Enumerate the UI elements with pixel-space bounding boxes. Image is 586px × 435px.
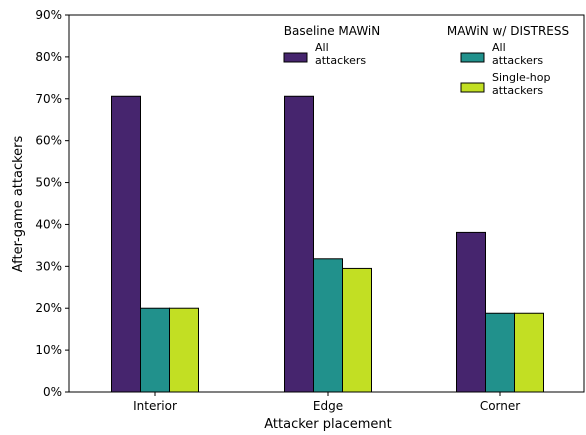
legend-swatch: [460, 52, 485, 63]
legend-label-line1: Single-hop: [492, 71, 550, 84]
legend-label-line2: attackers: [492, 54, 543, 67]
y-tick-label: 90%: [35, 8, 62, 22]
y-tick-label: 80%: [35, 50, 62, 64]
x-axis-label: Attacker placement: [264, 417, 392, 431]
legend-swatch: [283, 52, 308, 63]
x-tick-label: Edge: [313, 399, 343, 413]
bar-corner-series-0: [456, 231, 486, 393]
x-tick-label: Interior: [133, 399, 177, 413]
x-tick-label: Corner: [480, 399, 520, 413]
y-tick-label: 10%: [35, 343, 62, 357]
y-tick-label: 40%: [35, 217, 62, 231]
bar-corner-series-2: [514, 312, 544, 393]
bars-layer: [111, 95, 544, 393]
legend-swatch: [460, 82, 485, 93]
bar-corner-series-1: [485, 312, 515, 393]
legend-title: Baseline MAWiN: [284, 24, 381, 38]
y-tick-label: 20%: [35, 301, 62, 315]
bar-interior-series-2: [169, 307, 199, 393]
y-tick-label: 50%: [35, 176, 62, 190]
bar-interior-series-1: [140, 307, 170, 393]
y-tick-label: 70%: [35, 92, 62, 106]
y-tick-label: 30%: [35, 259, 62, 273]
legend-label-line1: All: [315, 41, 329, 54]
bar-edge-series-0: [284, 95, 314, 393]
y-tick-label: 0%: [43, 385, 62, 399]
legend-label-line2: attackers: [315, 54, 366, 67]
legend-label-line2: attackers: [492, 84, 543, 97]
axes-layer: 0% 10% 20% 30% 40% 50% 60% 70% 80% 90% Interior Edg…: [35, 8, 585, 413]
y-tick-label: 60%: [35, 134, 62, 148]
y-axis-label: After-game attackers: [11, 136, 26, 273]
bar-edge-series-1: [313, 258, 343, 393]
legend-label-line1: All: [492, 41, 506, 54]
bar-interior-series-0: [111, 95, 141, 393]
legend-title: MAWiN w/ DISTRESS: [447, 24, 569, 38]
plot-frame: [68, 14, 585, 393]
bar-edge-series-2: [342, 267, 372, 393]
